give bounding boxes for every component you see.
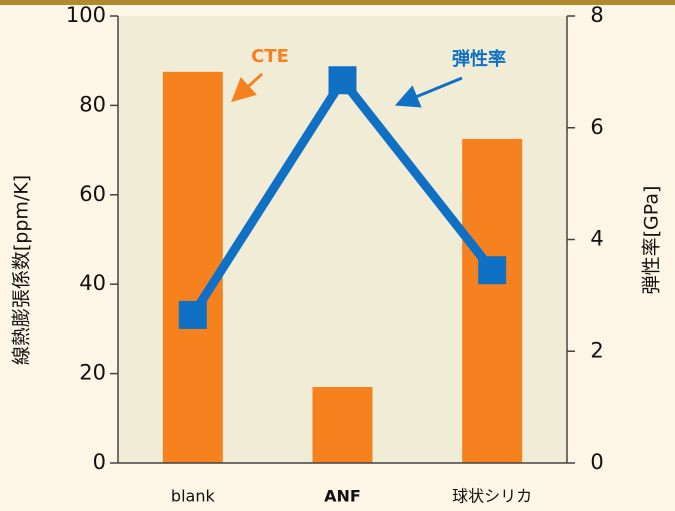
- annotation: 弾性率: [452, 48, 506, 70]
- x-tick-label: blank: [171, 487, 216, 506]
- y2-tick-label: 4: [590, 227, 603, 251]
- y-tick-label: 60: [79, 182, 106, 206]
- y-tick-label: 40: [79, 271, 106, 295]
- marker: [478, 256, 507, 285]
- marker: [328, 66, 357, 95]
- y-axis-title: 線熱膨張係数[ppm/K]: [11, 175, 33, 365]
- annotation: CTE: [251, 46, 289, 67]
- marker: [178, 300, 207, 329]
- x-tick-label: 球状シリカ: [452, 487, 532, 506]
- y-tick-label: 80: [79, 92, 106, 116]
- y-tick-label: 0: [93, 450, 106, 474]
- y2-tick-label: 8: [590, 3, 603, 27]
- y-tick-label: 100: [66, 3, 106, 27]
- x-tick-label: ANF: [324, 487, 361, 506]
- arrow: [231, 72, 264, 103]
- y2-tick-label: 6: [590, 115, 603, 139]
- y2-tick-label: 0: [590, 450, 603, 474]
- y2-axis-title: 弾性率[GPa]: [641, 186, 663, 295]
- bar: [162, 71, 223, 463]
- arrow: [394, 76, 463, 108]
- y2-tick-label: 2: [590, 338, 603, 362]
- top-border: [0, 0, 675, 5]
- bar: [462, 138, 523, 464]
- bar: [312, 387, 373, 463]
- y-tick-label: 20: [79, 361, 106, 385]
